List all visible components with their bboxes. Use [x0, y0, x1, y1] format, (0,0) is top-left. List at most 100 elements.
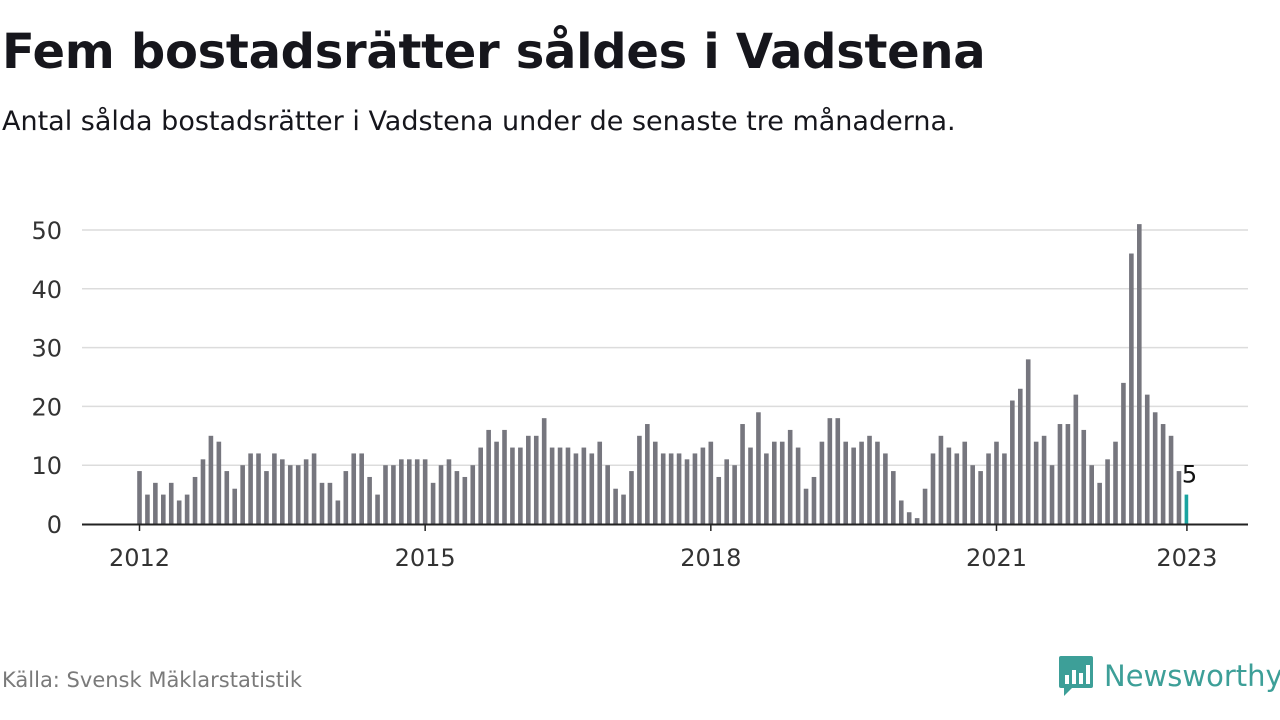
bar	[795, 447, 801, 524]
bar	[1010, 400, 1015, 524]
bar	[438, 465, 444, 524]
bar	[914, 518, 920, 524]
bar	[827, 418, 833, 524]
bar	[375, 494, 380, 524]
newsworthy-logo[interactable]: Newsworthy	[1058, 654, 1280, 698]
bar	[351, 453, 357, 524]
bar	[526, 435, 531, 524]
brand-name: Newsworthy	[1104, 659, 1280, 693]
bar	[684, 459, 690, 524]
y-tick-label: 50	[31, 217, 62, 245]
bar	[986, 453, 991, 524]
bar	[605, 465, 610, 524]
x-tick-label: 2021	[966, 544, 1027, 572]
bar	[168, 482, 174, 524]
bar	[1160, 424, 1166, 524]
bar	[898, 500, 904, 524]
bar	[1144, 394, 1150, 524]
bar	[137, 471, 142, 524]
bar	[676, 453, 682, 524]
bar	[367, 476, 372, 524]
bar	[835, 418, 841, 524]
bar	[930, 453, 936, 524]
bar	[1065, 424, 1071, 524]
bar	[295, 465, 301, 524]
bar	[748, 447, 753, 524]
bar	[867, 435, 872, 524]
bar	[589, 453, 595, 524]
bar	[978, 471, 983, 524]
bar	[1041, 435, 1047, 524]
bar	[446, 459, 452, 524]
bar	[486, 429, 491, 524]
bar	[153, 482, 158, 524]
bar	[692, 453, 698, 524]
bar	[1129, 253, 1134, 524]
bar	[700, 447, 706, 524]
bar	[549, 447, 555, 524]
bar	[327, 482, 333, 524]
bar	[478, 447, 483, 524]
bar	[938, 435, 944, 524]
bar	[1025, 359, 1031, 524]
bar	[502, 429, 507, 524]
bar	[1121, 382, 1126, 524]
bar	[240, 465, 245, 524]
source-note: Källa: Svensk Mäklarstatistik	[2, 668, 303, 692]
bar	[621, 494, 626, 524]
y-tick-label: 30	[31, 335, 62, 363]
bar	[1137, 224, 1142, 524]
x-tick-label: 2023	[1156, 544, 1217, 572]
bar	[272, 453, 277, 524]
bar	[779, 441, 785, 524]
bar	[145, 494, 150, 524]
bar	[906, 512, 912, 524]
bar	[732, 465, 737, 524]
bar	[954, 453, 960, 524]
bar	[1113, 441, 1118, 524]
bar	[565, 447, 571, 524]
chart-subtitle: Antal sålda bostadsrätter i Vadstena und…	[2, 106, 956, 137]
bar	[740, 424, 745, 524]
bar	[1184, 494, 1189, 524]
bar	[946, 447, 952, 524]
bar	[216, 441, 222, 524]
bar	[1049, 465, 1055, 524]
bar	[922, 488, 928, 524]
bar	[962, 441, 968, 524]
bar	[462, 476, 468, 524]
bar	[248, 453, 253, 524]
bar	[764, 453, 769, 524]
bar	[518, 447, 523, 524]
bar	[1176, 471, 1182, 524]
bar	[994, 441, 999, 524]
bar	[232, 488, 238, 524]
bar	[819, 441, 825, 524]
bar	[652, 441, 658, 524]
bar	[1089, 465, 1094, 524]
bar	[1097, 482, 1102, 524]
bar	[454, 471, 460, 524]
bar	[1017, 388, 1023, 524]
bar	[557, 447, 563, 524]
bar	[1033, 441, 1039, 524]
bar	[1105, 459, 1110, 524]
bar	[319, 482, 325, 524]
x-tick-label: 2012	[109, 544, 170, 572]
bar	[406, 459, 412, 524]
bar	[859, 441, 864, 524]
bar-chart-speech-bubble-icon	[1059, 656, 1093, 696]
bar	[645, 424, 650, 524]
bar	[470, 465, 476, 524]
bar	[875, 441, 880, 524]
bar	[264, 471, 269, 524]
bar	[494, 441, 499, 524]
bar	[843, 441, 849, 524]
y-tick-label: 10	[31, 452, 62, 480]
bar	[581, 447, 587, 524]
bar	[1057, 424, 1063, 524]
bar	[1002, 453, 1007, 524]
bar	[573, 453, 579, 524]
bar	[161, 494, 166, 524]
bar	[192, 476, 198, 524]
